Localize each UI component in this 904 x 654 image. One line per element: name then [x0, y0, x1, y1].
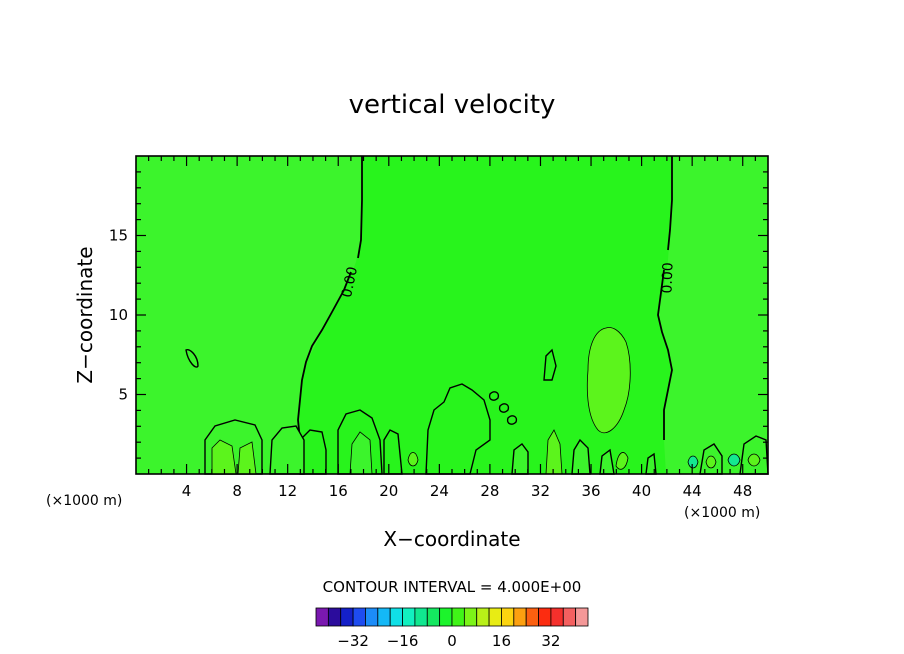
y-axis-ticks: 5 10 15	[109, 171, 768, 459]
colorbar-tick-label: −32	[337, 632, 369, 650]
colorbar-swatch	[575, 607, 589, 627]
x-tick-label: 40	[632, 482, 651, 500]
x-tick-label: 24	[430, 482, 449, 500]
colorbar-swatch	[513, 607, 527, 627]
x-tick-label: 4	[182, 482, 192, 500]
colorbar-swatch	[463, 607, 478, 627]
colorbar-swatch	[426, 607, 441, 627]
zero-contour-lines	[297, 156, 673, 441]
y-axis-label: Z−coordinate	[73, 246, 97, 383]
colorbar-swatch	[439, 607, 453, 627]
x-tick-label: 48	[733, 482, 752, 500]
x-axis-label: X−coordinate	[383, 527, 520, 551]
colorbar-swatch	[414, 607, 428, 627]
colorbar-swatch	[476, 607, 490, 627]
colorbar-swatch	[365, 607, 379, 627]
colorbar-tick-label: 16	[492, 632, 511, 650]
x-tick-label: 32	[531, 482, 550, 500]
near-surface-contours	[185, 348, 769, 475]
x-axis-ticks: 4 8 12 16 20 24 28 32 36 40 44 48	[148, 156, 756, 500]
colorbar-swatch	[327, 607, 342, 627]
chart-title: vertical velocity	[349, 90, 556, 120]
colorbar-swatch	[315, 607, 329, 627]
y-tick-label: 5	[118, 386, 128, 404]
contour-region-left	[136, 156, 362, 474]
colorbar-swatch	[340, 607, 354, 627]
colorbar-swatch	[377, 607, 391, 627]
colorbar-swatch	[538, 607, 552, 627]
x-tick-label: 36	[581, 482, 600, 500]
x-tick-label: 16	[329, 482, 348, 500]
x-units-right: (×1000 m)	[684, 505, 760, 521]
colorbar-swatch	[501, 607, 515, 627]
contour-interval-text: CONTOUR INTERVAL = 4.000E+00	[323, 578, 582, 596]
colorbar-tick-label: 0	[447, 632, 457, 650]
y-tick-label: 10	[109, 306, 128, 324]
colorbar-swatch	[352, 607, 366, 627]
colorbar-swatch	[525, 607, 539, 627]
colorbar-swatch	[402, 607, 416, 627]
contour-lobe-positive	[586, 327, 631, 434]
x-tick-label: 44	[683, 482, 702, 500]
contour-label-left: 0.00	[339, 265, 361, 299]
contour-region-right	[658, 156, 768, 474]
x-tick-label: 12	[278, 482, 297, 500]
x-tick-label: 28	[480, 482, 499, 500]
colorbar	[315, 607, 589, 627]
colorbar-swatch	[550, 607, 564, 627]
contour-label-right: 0.00	[659, 262, 676, 294]
colorbar-tick-label: −16	[387, 632, 419, 650]
colorbar-swatch	[451, 607, 465, 627]
y-tick-label: 15	[109, 227, 128, 245]
colorbar-tick-label: 32	[541, 632, 560, 650]
x-units-left: (×1000 m)	[46, 493, 122, 509]
colorbar-swatch	[562, 607, 577, 627]
x-tick-label: 20	[379, 482, 398, 500]
colorbar-swatch	[488, 607, 502, 627]
colorbar-tick-labels: −32 −16 0 16 32	[337, 632, 560, 650]
colorbar-swatch	[389, 607, 403, 627]
x-tick-label: 8	[232, 482, 242, 500]
